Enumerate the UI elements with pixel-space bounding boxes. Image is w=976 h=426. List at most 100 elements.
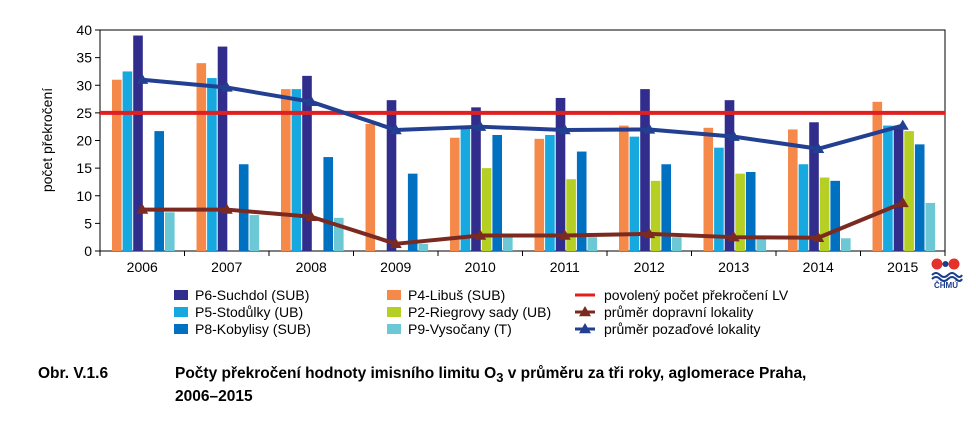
figure-caption: Obr. V.1.6 Počty překročení hodnoty imisn… (38, 364, 958, 406)
background-average-point (727, 130, 740, 141)
bar-p8-kobylisy-sub--2008 (323, 157, 334, 251)
bar-p5-stod-lky-ub--2008 (291, 89, 302, 252)
x-tick-label: 2008 (296, 259, 327, 275)
plot-area: 0 5 10 15 20 25 30 35 40 2006 2007 2008 2009 2010 2011… (76, 22, 946, 275)
x-tick-label: 2015 (887, 259, 918, 275)
traffic-average-point (474, 229, 487, 240)
bar-p8-kobylisy-sub--2014 (830, 180, 841, 251)
bar-p4-libu-sub--2015 (872, 101, 883, 251)
traffic-average-point (558, 229, 571, 240)
x-tick-label: 2009 (380, 259, 411, 275)
legend-swatch (387, 307, 401, 317)
legend-item: průměr dopravní lokality (575, 304, 753, 320)
y-tick-label: 25 (76, 105, 92, 121)
legend-label: povolený počet překročení LV (604, 287, 789, 303)
y-tick-label: 40 (76, 22, 92, 38)
chmu-logo (928, 256, 964, 286)
background-average-line (142, 77, 904, 151)
background-average-point (220, 81, 233, 92)
bar-p2-riegrovy-sady-ub--2015 (904, 131, 914, 251)
legend-swatch (174, 307, 188, 317)
legend-swatch-marker (579, 306, 591, 317)
bar-p9-vyso-any-t--2013 (756, 238, 767, 251)
legend-label: P9-Vysočany (T) (408, 321, 512, 337)
legend-label: P6-Suchdol (SUB) (195, 287, 309, 303)
traffic-average-point (220, 203, 233, 214)
bar-p5-stod-lky-ub--2012 (629, 136, 640, 251)
bar-p9-vyso-any-t--2007 (249, 215, 260, 251)
bar-p4-libu-sub--2007 (196, 63, 207, 252)
background-average-point (136, 73, 149, 84)
y-tick-label: 35 (76, 50, 92, 66)
caption-text-2: v průměru za tři roky, aglomerace Praha, (503, 365, 807, 382)
bar-p6-suchdol-sub--2015 (893, 125, 904, 251)
traffic-average-point (896, 196, 909, 208)
legend-swatch (387, 290, 401, 300)
bar-p6-suchdol-sub--2012 (640, 89, 650, 252)
chart: 0 5 10 15 20 25 30 35 40 2006 2007 2008 2009 2010 2011… (39, 22, 946, 337)
traffic-average-point (643, 227, 656, 239)
bar-p4-libu-sub--2012 (619, 125, 629, 251)
bar-p5-stod-lky-ub--2013 (714, 147, 724, 251)
background-average-point (474, 120, 487, 131)
bar-p8-kobylisy-sub--2011 (576, 151, 587, 251)
y-tick-label: 10 (76, 188, 92, 204)
legend-swatch (387, 324, 401, 334)
bar-p4-libu-sub--2010 (450, 137, 460, 251)
traffic-average-point (305, 210, 318, 221)
traffic-average-point (136, 203, 149, 214)
legend-item: P6-Suchdol (SUB) (174, 287, 309, 303)
legend-item: P4-Libuš (SUB) (387, 287, 505, 303)
bar-p2-riegrovy-sady-ub--2011 (566, 179, 576, 251)
legend-item: P8-Kobylisy (SUB) (174, 321, 311, 337)
bar-p4-libu-sub--2009 (365, 123, 376, 251)
background-average-point (643, 123, 656, 134)
legend-label: průměr dopravní lokality (604, 304, 753, 320)
legend-swatch (174, 290, 188, 300)
bar-p6-suchdol-sub--2010 (471, 107, 481, 251)
caption-years: 2006–2015 (175, 388, 253, 406)
traffic-average-point (812, 231, 825, 242)
traffic-average-point (727, 231, 740, 242)
bar-p6-suchdol-sub--2009 (386, 100, 397, 251)
legend: P6-Suchdol (SUB)P5-Stodůlky (UB)P8-Kobyl… (174, 287, 789, 337)
bar-p8-kobylisy-sub--2009 (407, 173, 418, 251)
x-tick-label: 2010 (465, 259, 496, 275)
caption-label: Obr. V.1.6 (38, 365, 109, 382)
legend-item: povolený počet překročení LV (575, 287, 789, 303)
bar-p2-riegrovy-sady-ub--2012 (650, 180, 661, 251)
bar-p9-vyso-any-t--2014 (841, 238, 851, 251)
legend-item: P9-Vysočany (T) (387, 321, 512, 337)
x-tick-label: 2007 (211, 259, 242, 275)
legend-item: průměr pozaďové lokality (575, 321, 760, 337)
legend-label: P8-Kobylisy (SUB) (195, 321, 311, 337)
bar-p8-kobylisy-sub--2007 (238, 164, 249, 251)
bar-p9-vyso-any-t--2010 (503, 236, 513, 251)
bar-p5-stod-lky-ub--2010 (460, 125, 471, 251)
bar-p5-stod-lky-ub--2007 (207, 78, 217, 251)
bar-p2-riegrovy-sady-ub--2010 (481, 168, 492, 251)
bar-p9-vyso-any-t--2012 (672, 237, 682, 251)
y-axis-label: počet překročení (39, 88, 55, 192)
bar-p8-kobylisy-sub--2012 (661, 164, 672, 251)
legend-label: průměr pozaďové lokality (604, 321, 760, 337)
caption-subscript: 3 (496, 370, 504, 386)
x-tick-label: 2013 (718, 259, 749, 275)
bar-p9-vyso-any-t--2008 (334, 217, 344, 251)
x-tick-label: 2006 (127, 259, 158, 275)
bar-p9-vyso-any-t--2011 (587, 237, 598, 251)
chmu-logo-text: ČHMÚ (934, 281, 958, 290)
traffic-average-point (389, 237, 402, 249)
background-average-point (558, 124, 571, 135)
bar-p8-kobylisy-sub--2006 (154, 131, 165, 251)
bar-p2-riegrovy-sady-ub--2014 (819, 177, 830, 251)
bar-p6-suchdol-sub--2007 (217, 46, 228, 252)
background-average-point (389, 124, 402, 135)
bar-p6-suchdol-sub--2011 (555, 97, 566, 252)
legend-label: P4-Libuš (SUB) (408, 287, 505, 303)
bar-p6-suchdol-sub--2013 (724, 100, 735, 251)
legend-label: P2-Riegrovy sady (UB) (408, 304, 551, 320)
legend-label: P5-Stodůlky (UB) (195, 304, 303, 320)
bar-p5-stod-lky-ub--2006 (122, 71, 133, 251)
y-tick-label: 30 (76, 77, 92, 93)
